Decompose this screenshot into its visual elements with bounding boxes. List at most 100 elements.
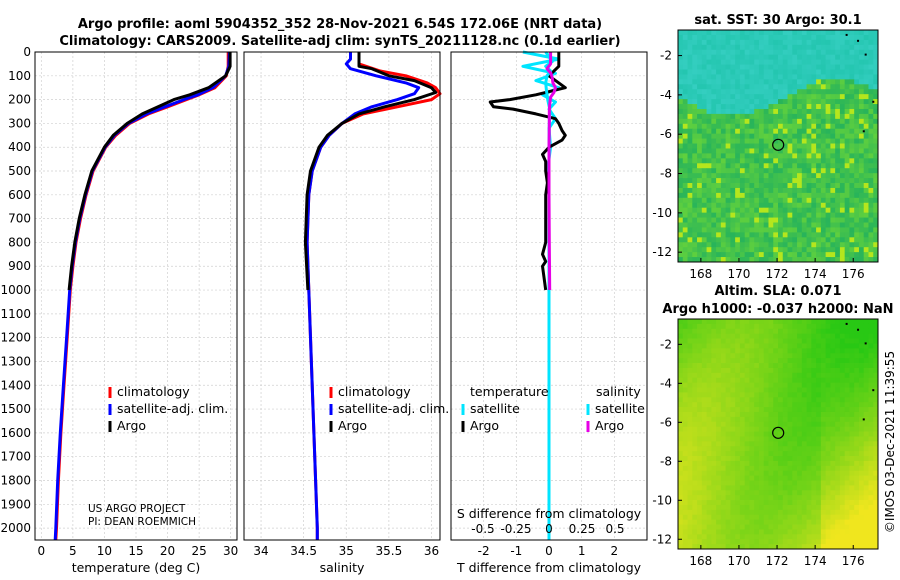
map-cell bbox=[792, 143, 798, 149]
map-cell bbox=[854, 118, 860, 125]
map-cell bbox=[782, 104, 788, 110]
map-cell bbox=[797, 232, 803, 238]
map-cell bbox=[716, 123, 722, 130]
map-cell bbox=[716, 392, 722, 398]
map-cell bbox=[873, 138, 879, 144]
map-cell bbox=[830, 94, 836, 100]
map-cell bbox=[835, 407, 841, 413]
map-cell bbox=[749, 524, 755, 530]
map-cell bbox=[839, 451, 846, 457]
map-cell bbox=[873, 187, 879, 194]
map-cell bbox=[754, 242, 760, 248]
map-cell bbox=[792, 421, 798, 428]
map-cell bbox=[787, 485, 793, 491]
map-cell bbox=[697, 79, 703, 85]
map-cell bbox=[839, 377, 846, 384]
map-cell bbox=[692, 104, 698, 110]
map-cell bbox=[839, 104, 846, 110]
map-cell bbox=[863, 207, 869, 214]
map-cell bbox=[730, 358, 736, 364]
map-cell bbox=[678, 143, 684, 149]
map-cell bbox=[692, 133, 698, 139]
map-cell bbox=[758, 187, 765, 194]
map-cell bbox=[806, 69, 812, 75]
map-cell bbox=[749, 133, 755, 139]
map-cell bbox=[820, 544, 827, 550]
map-cell bbox=[858, 475, 865, 481]
map-cell bbox=[763, 500, 769, 506]
map-cell bbox=[773, 212, 779, 218]
map-cell bbox=[725, 446, 731, 452]
map-cell bbox=[873, 421, 879, 428]
map-cell bbox=[839, 441, 846, 447]
map-cell bbox=[778, 163, 784, 169]
map-cell bbox=[835, 54, 841, 61]
map-cell bbox=[720, 207, 727, 214]
map-cell bbox=[816, 436, 822, 442]
map-cell bbox=[820, 39, 827, 46]
map-cell bbox=[763, 539, 769, 545]
map-cell bbox=[792, 323, 798, 330]
map-cell bbox=[820, 202, 827, 209]
map-cell bbox=[820, 407, 827, 413]
map-cell bbox=[858, 529, 865, 535]
map-cell bbox=[797, 192, 803, 199]
map-cell bbox=[801, 465, 807, 472]
map-cell bbox=[706, 187, 712, 194]
map-cell bbox=[678, 490, 684, 496]
map-cell bbox=[787, 168, 793, 174]
map-cell bbox=[835, 465, 841, 472]
map-cell bbox=[763, 514, 769, 521]
map-cell bbox=[768, 372, 774, 379]
map-cell bbox=[725, 163, 731, 169]
map-cell bbox=[749, 436, 755, 442]
map-cell bbox=[839, 539, 846, 545]
map-cell bbox=[792, 123, 798, 130]
map-cell bbox=[820, 539, 827, 545]
map-cell bbox=[749, 544, 755, 550]
map-cell bbox=[778, 202, 784, 209]
map-cell bbox=[797, 353, 803, 359]
map-cell bbox=[678, 168, 684, 174]
map-cell bbox=[768, 441, 774, 447]
map-cell bbox=[692, 402, 698, 408]
map-cell bbox=[730, 79, 736, 85]
map-cell bbox=[678, 485, 684, 491]
map-cell bbox=[816, 89, 822, 95]
map-cell bbox=[787, 123, 793, 130]
map-cell bbox=[735, 79, 741, 85]
map-cell bbox=[711, 227, 717, 233]
map-cell bbox=[801, 372, 807, 379]
map-cell bbox=[716, 509, 722, 516]
legend-label: Argo bbox=[595, 418, 624, 433]
y-tick-label: -2 bbox=[660, 337, 672, 351]
map-cell bbox=[773, 113, 779, 120]
map-cell bbox=[763, 328, 769, 335]
map-cell bbox=[778, 475, 784, 481]
map-cell bbox=[697, 123, 703, 130]
map-cell bbox=[735, 118, 741, 125]
map-cell bbox=[801, 187, 807, 194]
map-cell bbox=[839, 54, 846, 61]
map-cell bbox=[839, 524, 846, 530]
map-cell bbox=[744, 343, 750, 349]
map-cell bbox=[787, 475, 793, 481]
map-cell bbox=[725, 99, 731, 105]
map-cell bbox=[739, 212, 746, 218]
map-cell bbox=[735, 108, 741, 115]
map-cell bbox=[711, 539, 717, 545]
map-cell bbox=[739, 168, 746, 174]
map-cell bbox=[730, 470, 736, 476]
map-cell bbox=[820, 436, 827, 442]
map-cell bbox=[701, 441, 707, 447]
map-cell bbox=[792, 113, 798, 120]
map-cell bbox=[697, 397, 703, 403]
map-cell bbox=[787, 192, 793, 199]
map-cell bbox=[706, 475, 712, 481]
map-cell bbox=[858, 411, 865, 418]
map-cell bbox=[758, 387, 765, 393]
map-cell bbox=[873, 158, 879, 164]
map-cell bbox=[739, 328, 746, 335]
map-cell bbox=[844, 202, 850, 209]
map-cell bbox=[697, 257, 703, 263]
